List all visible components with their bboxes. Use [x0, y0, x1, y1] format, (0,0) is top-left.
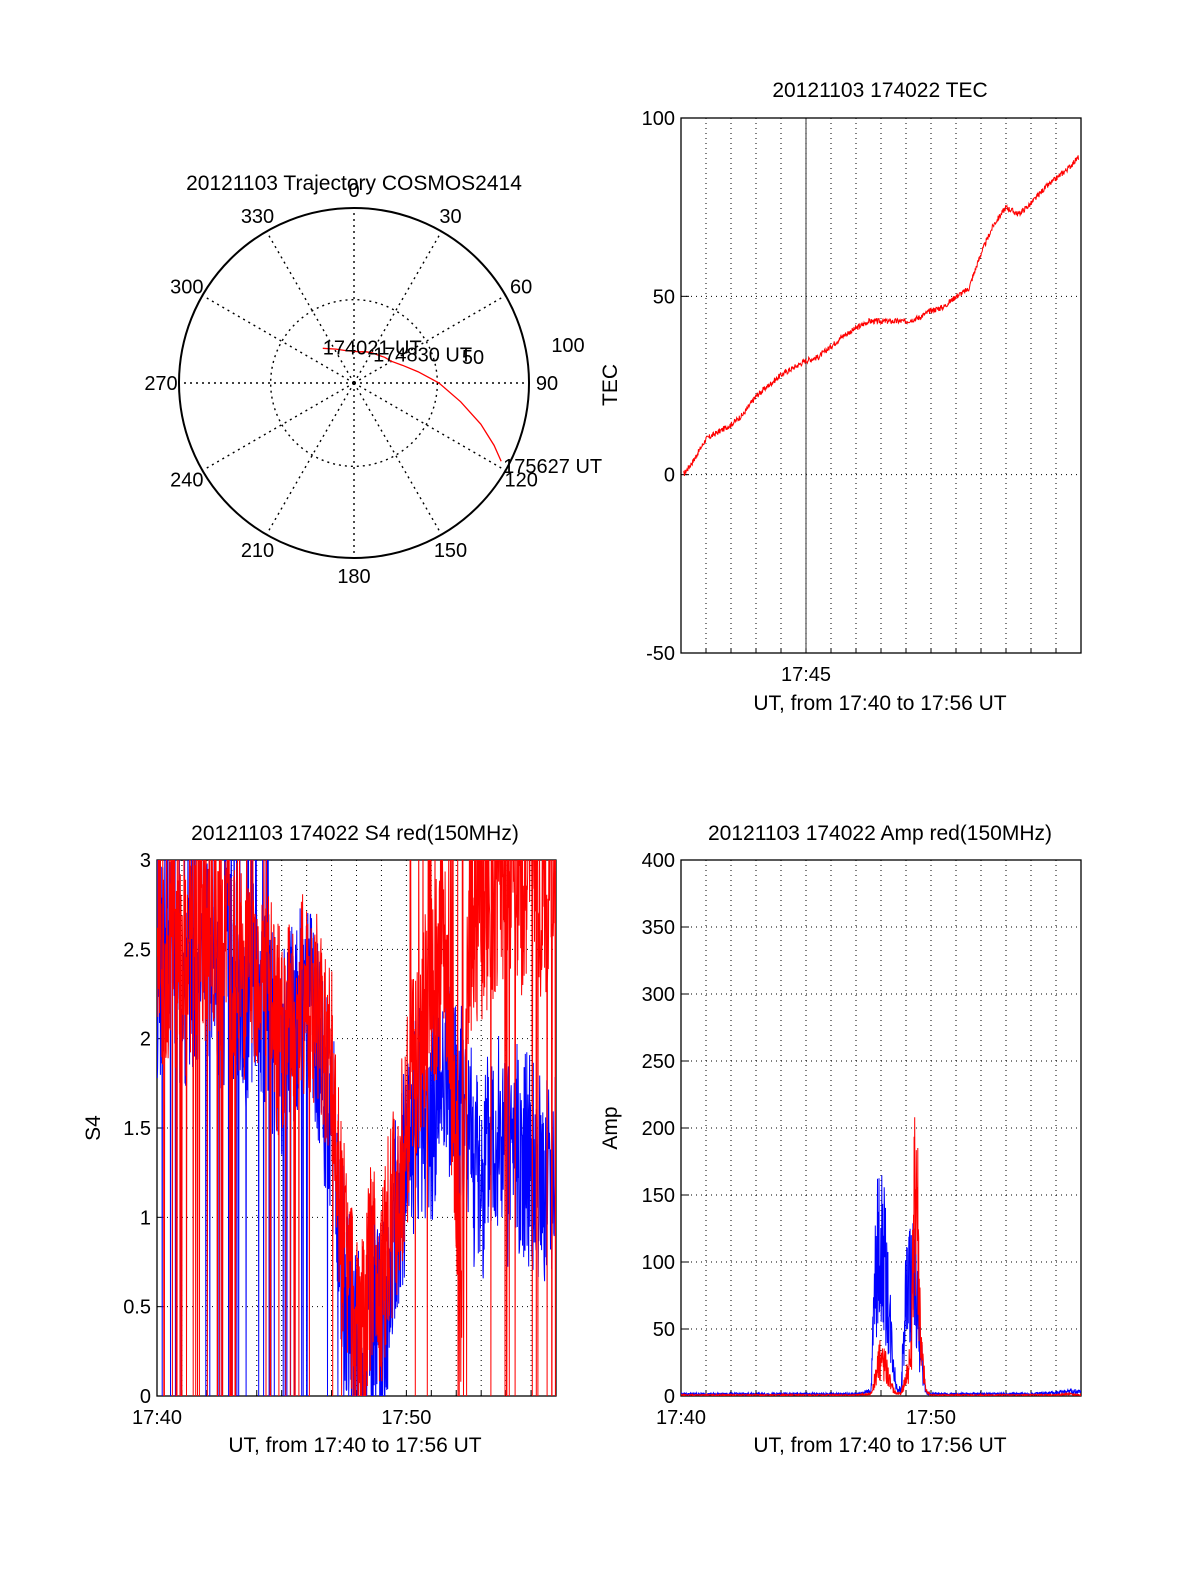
- polar-radial-label: 50: [462, 347, 484, 369]
- trajectory-annotation: 174830 UT: [373, 345, 472, 367]
- s4-ylabel: S4: [82, 1115, 105, 1141]
- polar-azimuth-labels: 0 30 60 90 120 150 180 210 240 270 300 330: [144, 180, 558, 588]
- y-tick-label: 350: [642, 917, 675, 939]
- polar-azimuth-label: 90: [536, 373, 558, 395]
- polar-radial-label: 100: [551, 335, 584, 357]
- y-tick-label: 400: [642, 850, 675, 872]
- s4-chart: 20121103 174022 S4 red(150MHz) UT, from …: [82, 822, 557, 1457]
- tec-chart: 20121103 174022 TEC UT, from 17:40 to 17…: [599, 79, 1082, 715]
- s4-xlabel: UT, from 17:40 to 17:56 UT: [228, 1434, 481, 1457]
- x-tick-label: 17:40: [656, 1407, 706, 1429]
- polar-trajectory-chart: 20121103 Trajectory COSMOS2414 0 30 60 90 12…: [144, 172, 602, 588]
- polar-azimuth-label: 210: [241, 540, 274, 562]
- y-tick-label: 3: [140, 850, 151, 872]
- tec-xlabel: UT, from 17:40 to 17:56 UT: [753, 692, 1006, 715]
- series-line-0: [683, 155, 1079, 476]
- polar-spoke-330: [265, 231, 355, 384]
- y-tick-label: 0: [664, 465, 675, 487]
- x-tick-label: 17:40: [132, 1407, 182, 1429]
- polar-azimuth-label: 270: [144, 373, 177, 395]
- polar-azimuth-label: 330: [241, 206, 274, 228]
- polar-azimuth-label: 30: [439, 206, 461, 228]
- polar-spoke-210: [265, 382, 355, 535]
- y-tick-label: 0.5: [123, 1297, 151, 1319]
- series-line-1: [157, 860, 556, 1396]
- tec-ylabel: TEC: [599, 364, 622, 406]
- polar-azimuth-label: 120: [504, 470, 537, 492]
- y-tick-label: 50: [653, 1319, 675, 1341]
- tec-title: 20121103 174022 TEC: [772, 79, 987, 102]
- y-tick-label: 250: [642, 1051, 675, 1073]
- polar-spoke-60: [353, 294, 506, 384]
- polar-azimuth-label: 180: [337, 566, 370, 588]
- y-tick-label: 50: [653, 286, 675, 308]
- y-tick-label: 0: [664, 1386, 675, 1408]
- polar-azimuth-label: 0: [348, 180, 359, 202]
- trajectory-annotation: 175627 UT: [503, 456, 602, 478]
- y-tick-label: 300: [642, 984, 675, 1006]
- trajectory-line: [322, 347, 502, 462]
- polar-title: 20121103 Trajectory COSMOS2414: [186, 172, 522, 195]
- y-tick-label: 200: [642, 1118, 675, 1140]
- polar-inner-circle: [269, 298, 439, 468]
- polar-spoke-150: [353, 382, 443, 535]
- y-tick-label: 150: [642, 1185, 675, 1207]
- polar-spoke-300: [202, 294, 355, 384]
- y-tick-label: 1.5: [123, 1118, 151, 1140]
- y-tick-label: 2: [140, 1029, 151, 1051]
- x-tick-label: 17:50: [906, 1407, 956, 1429]
- y-tick-label: 2.5: [123, 939, 151, 961]
- s4-title: 20121103 174022 S4 red(150MHz): [191, 822, 519, 845]
- polar-spoke-240: [202, 382, 355, 472]
- x-tick-label: 17:45: [781, 664, 831, 686]
- x-tick-label: 17:50: [381, 1407, 431, 1429]
- polar-azimuth-label: 60: [510, 277, 532, 299]
- polar-trajectory: [322, 347, 502, 462]
- amp-chart: 20121103 174022 Amp red(150MHz) UT, from…: [599, 822, 1082, 1457]
- polar-spoke-120: [353, 382, 506, 472]
- y-tick-label: -50: [646, 643, 675, 665]
- y-tick-label: 1: [140, 1207, 151, 1229]
- y-tick-label: 0: [140, 1386, 151, 1408]
- amp-xlabel: UT, from 17:40 to 17:56 UT: [753, 1434, 1006, 1457]
- amp-title: 20121103 174022 Amp red(150MHz): [708, 822, 1052, 845]
- trajectory-annotation: 174021 UT: [323, 337, 422, 359]
- series-line-1: [681, 1117, 1081, 1396]
- polar-spoke-30: [353, 231, 443, 384]
- polar-azimuth-label: 300: [170, 277, 203, 299]
- y-tick-label: 100: [642, 1252, 675, 1274]
- amp-ylabel: Amp: [599, 1106, 622, 1149]
- polar-azimuth-label: 240: [170, 470, 203, 492]
- polar-grid: [178, 207, 530, 559]
- polar-radial-labels: 50 100: [462, 335, 585, 369]
- polar-azimuth-label: 150: [434, 540, 467, 562]
- y-tick-label: 100: [642, 108, 675, 130]
